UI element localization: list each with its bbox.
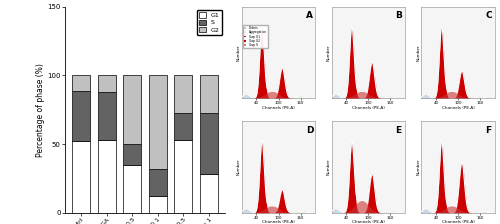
Text: D: D <box>306 126 314 135</box>
Text: E: E <box>396 126 402 135</box>
Text: A: A <box>306 11 313 20</box>
Bar <box>149 75 167 169</box>
Bar <box>72 90 90 141</box>
Bar <box>72 141 90 213</box>
X-axis label: Channels (PE-A): Channels (PE-A) <box>262 220 295 224</box>
Bar <box>174 75 192 112</box>
Bar <box>124 75 142 144</box>
Legend: G1, S, G2: G1, S, G2 <box>197 10 222 35</box>
X-axis label: Channels (PE-A): Channels (PE-A) <box>262 106 295 110</box>
Bar <box>174 112 192 140</box>
Text: F: F <box>486 126 492 135</box>
Bar <box>72 75 90 90</box>
Bar <box>124 165 142 213</box>
Bar <box>149 169 167 196</box>
Y-axis label: Number: Number <box>327 44 331 61</box>
X-axis label: Channels (PE-A): Channels (PE-A) <box>352 220 385 224</box>
Bar <box>124 144 142 165</box>
Y-axis label: Number: Number <box>237 159 241 175</box>
X-axis label: Channels (PE-A): Channels (PE-A) <box>442 220 474 224</box>
Y-axis label: Number: Number <box>237 44 241 61</box>
Bar <box>98 140 116 213</box>
Legend: Debris, Aggregation, Gap G1, Gap G2, Gap S: Debris, Aggregation, Gap G1, Gap G2, Gap… <box>244 25 268 48</box>
Bar <box>200 112 218 174</box>
X-axis label: Channels (PE-A): Channels (PE-A) <box>352 106 385 110</box>
Y-axis label: Percentage of phase (%): Percentage of phase (%) <box>36 63 44 157</box>
Bar <box>98 75 116 92</box>
Bar <box>200 174 218 213</box>
Bar <box>149 196 167 213</box>
X-axis label: Channels (PE-A): Channels (PE-A) <box>442 106 474 110</box>
Text: C: C <box>486 11 492 20</box>
Text: B: B <box>396 11 402 20</box>
Y-axis label: Number: Number <box>327 159 331 175</box>
Y-axis label: Number: Number <box>416 159 420 175</box>
Y-axis label: Number: Number <box>416 44 420 61</box>
Bar <box>98 92 116 140</box>
Bar <box>174 140 192 213</box>
Bar <box>200 75 218 112</box>
